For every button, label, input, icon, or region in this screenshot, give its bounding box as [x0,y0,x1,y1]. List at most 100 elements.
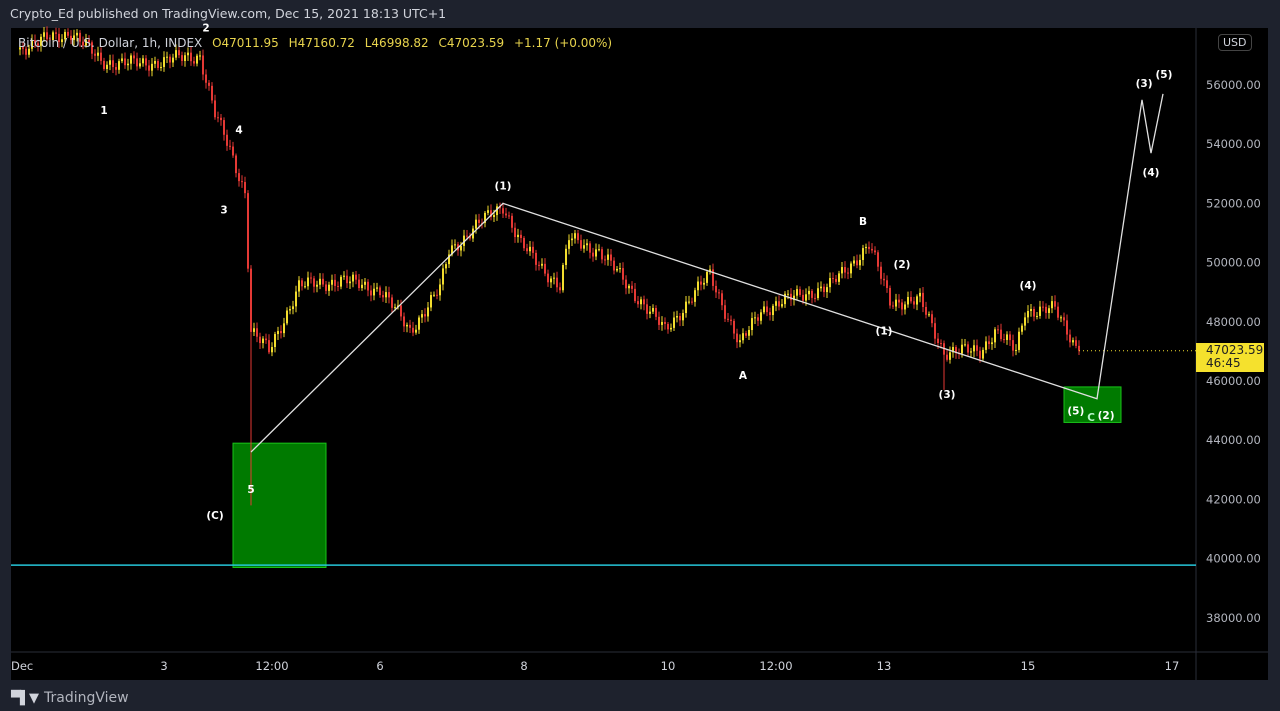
candle [184,55,186,61]
candle [367,281,369,291]
candle [1060,317,1062,319]
candle [553,277,555,279]
chart-frame[interactable] [11,28,1268,680]
candle [613,260,615,271]
candle [757,317,759,321]
publish-info: Crypto_Ed published on TradingView.com, … [10,6,447,21]
candle [784,293,786,305]
candle [949,352,951,360]
target-zone [232,442,327,568]
candle [859,259,861,266]
candle [754,317,756,319]
candle [241,181,243,183]
currency-button[interactable]: USD [1218,34,1252,51]
candle [673,317,675,328]
candle [1072,340,1074,343]
candle [898,299,900,303]
y-tick-label: 40000.00 [1206,552,1261,566]
candle [268,340,270,353]
candle [487,210,489,213]
candle [676,316,678,318]
candle [1036,315,1038,317]
candle [808,290,810,295]
candle [1075,340,1077,346]
candle [781,304,783,307]
candle [733,320,735,334]
candle [394,307,396,309]
x-tick-label: 13 [877,659,892,673]
candle [118,61,120,70]
candle [664,321,666,324]
candle [694,290,696,302]
candle [373,288,375,296]
candle [475,219,477,229]
candle [541,263,543,266]
candle [568,240,570,249]
candle [61,39,63,43]
candle [193,61,195,64]
candle [238,173,240,182]
candle [703,282,705,285]
candle [709,269,711,272]
y-tick-label: 54000.00 [1206,137,1261,151]
candle [610,254,612,261]
candle [421,314,423,318]
x-tick-label: 10 [661,659,676,673]
candle [148,65,150,71]
candle [439,284,441,296]
candle [607,254,609,260]
x-tick-label: 12:00 [255,659,288,673]
candle [559,287,561,291]
candle [829,278,831,288]
candle [340,276,342,287]
wave-label: (2) [1098,410,1115,422]
candle [505,213,507,216]
wave-label: (4) [1143,167,1160,179]
candle [1024,317,1026,326]
wave-label: (C) [206,510,223,522]
candle [628,285,630,289]
symbol-name[interactable]: Bitcoin / U.S. Dollar, 1h, INDEX [18,36,203,50]
candle [595,249,597,257]
candle [811,290,813,298]
candle [313,278,315,287]
candle [157,60,159,68]
candle [748,330,750,336]
wave-label: (2) [894,259,911,271]
candle [931,314,933,324]
candle [868,246,870,249]
candle [310,277,312,279]
candle [346,275,348,284]
y-tick-label: 42000.00 [1206,492,1261,506]
candle [1009,334,1011,341]
candle [994,329,996,343]
candle [601,249,603,260]
tick-labels: 56000.00 54000.00 52000.00 50000.00 48000.00… [11,78,1261,673]
candle [418,317,420,330]
candle [265,338,267,341]
wave-label: (5) [1156,69,1173,81]
wave-label: 3 [220,204,227,216]
candle [271,347,273,353]
footer-brand[interactable]: ▀▌▼ TradingView [11,690,129,706]
candle [814,297,816,299]
candle [883,278,885,281]
candle [940,343,942,345]
candle [187,52,189,56]
candle [793,295,795,301]
candle [799,289,801,295]
candle [574,233,576,239]
candle [451,245,453,255]
wave-label: (3) [939,389,956,401]
candle [649,311,651,314]
candle [904,304,906,310]
candle [493,215,495,218]
candle [349,281,351,284]
candle [973,345,975,352]
candle [226,134,228,146]
candle [166,56,168,58]
candle [802,294,804,301]
candle [1015,349,1017,351]
y-tick-label: 56000.00 [1206,78,1261,92]
